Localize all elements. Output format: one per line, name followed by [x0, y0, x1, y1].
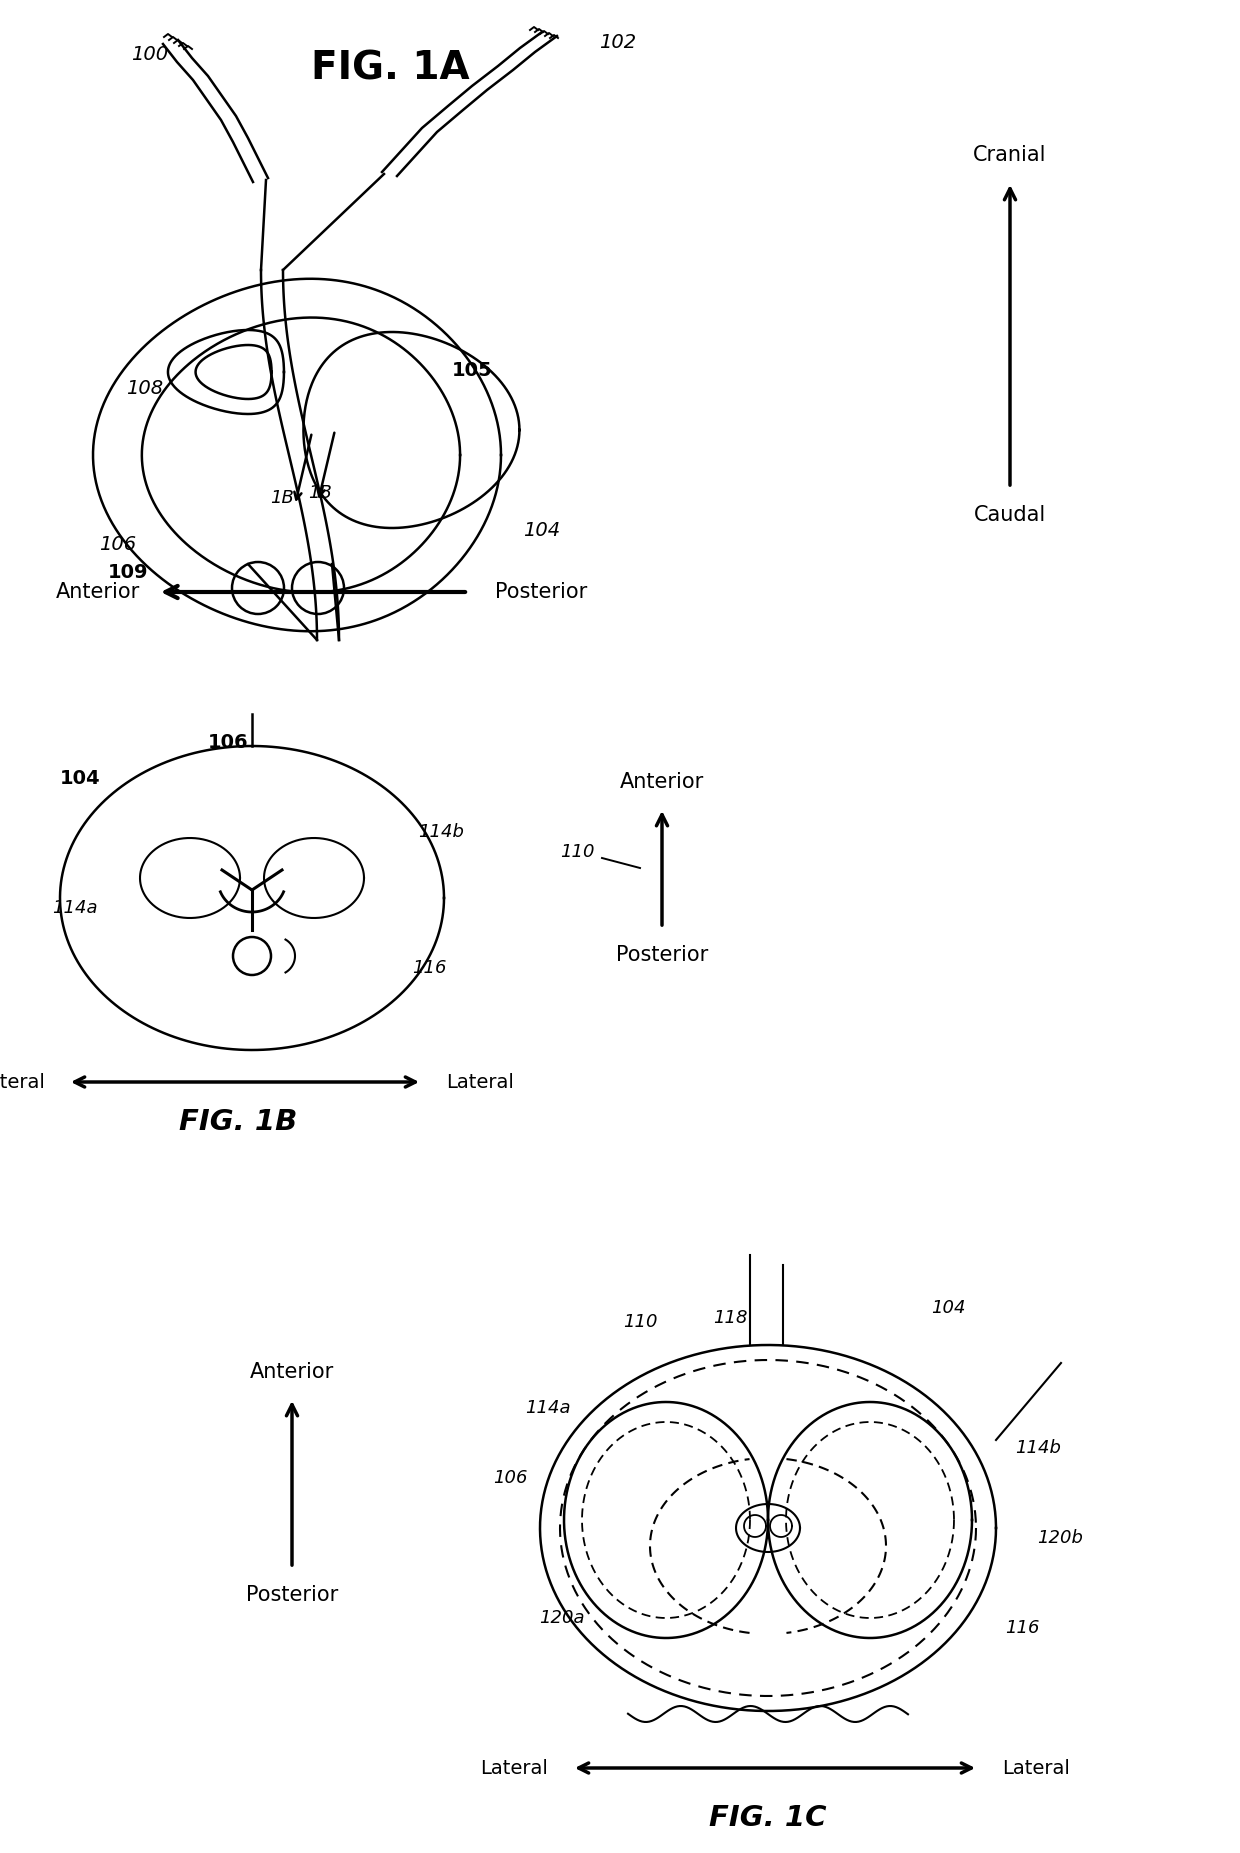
- Text: Lateral: Lateral: [446, 1073, 513, 1091]
- Text: 102: 102: [599, 33, 636, 52]
- Text: 120b: 120b: [1037, 1529, 1083, 1547]
- Text: 104: 104: [60, 769, 100, 788]
- Text: 106: 106: [207, 732, 248, 752]
- Text: 116: 116: [412, 960, 446, 977]
- Text: 116: 116: [1004, 1620, 1039, 1636]
- Text: FIG. 1B: FIG. 1B: [179, 1108, 298, 1136]
- Text: 114b: 114b: [1016, 1440, 1061, 1456]
- Text: 104: 104: [931, 1299, 965, 1317]
- Text: 109: 109: [108, 563, 148, 582]
- Text: FIG. 1C: FIG. 1C: [709, 1805, 827, 1833]
- Text: 110: 110: [624, 1314, 658, 1330]
- Text: 114b: 114b: [418, 823, 464, 841]
- Text: Anterior: Anterior: [250, 1362, 334, 1382]
- Text: Lateral: Lateral: [0, 1073, 45, 1091]
- Text: 104: 104: [523, 521, 560, 539]
- Text: 106: 106: [492, 1469, 527, 1486]
- Text: FIG. 1A: FIG. 1A: [311, 48, 469, 87]
- Text: 108: 108: [126, 378, 164, 398]
- Text: Posterior: Posterior: [616, 945, 708, 965]
- Text: Lateral: Lateral: [480, 1758, 548, 1777]
- Text: Posterior: Posterior: [246, 1584, 339, 1605]
- Text: Lateral: Lateral: [1002, 1758, 1070, 1777]
- Text: 1B: 1B: [308, 484, 332, 502]
- Text: 110: 110: [560, 843, 595, 862]
- Text: 100: 100: [131, 46, 169, 65]
- Text: 1B: 1B: [270, 489, 294, 508]
- Text: 114a: 114a: [526, 1399, 570, 1418]
- Text: 105: 105: [451, 361, 492, 380]
- Text: Cranial: Cranial: [973, 145, 1047, 165]
- Text: 106: 106: [99, 536, 136, 554]
- Text: 118: 118: [713, 1308, 748, 1327]
- Text: Anterior: Anterior: [620, 773, 704, 791]
- Text: 114a: 114a: [52, 899, 98, 917]
- Text: 120a: 120a: [539, 1608, 585, 1627]
- Text: Caudal: Caudal: [973, 506, 1047, 524]
- Text: Anterior: Anterior: [56, 582, 140, 602]
- Text: Posterior: Posterior: [495, 582, 588, 602]
